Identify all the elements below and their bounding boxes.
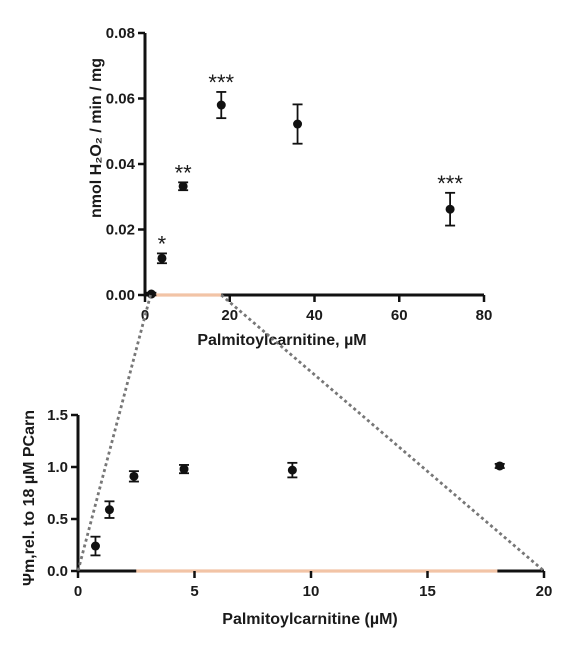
bottom-x-tick-label: 5 — [190, 583, 198, 600]
top-data-point — [445, 204, 455, 214]
top-chart: 0 20 40 60 800.000.020.040.060.08********* P… — [88, 25, 492, 349]
bottom-x-tick-label: 15 — [419, 583, 436, 600]
top-x-tick-label: 20 — [221, 307, 238, 324]
bottom-data-point — [179, 464, 189, 474]
top-significance-label: *** — [437, 171, 463, 196]
top-x-tick-label: 60 — [391, 307, 408, 324]
top-y-tick-label: 0.06 — [106, 91, 135, 108]
top-significance-label: *** — [208, 70, 234, 95]
bottom-y-tick-label: 0.5 — [47, 511, 68, 528]
bottom-data-point — [495, 461, 505, 471]
top-y-tick-label: 0.08 — [106, 25, 135, 42]
top-significance-label: ** — [175, 160, 193, 185]
bottom-x-axis-label: Palmitoylcarnitine (µM) — [222, 611, 397, 628]
bottom-y-tick-label: 1.5 — [47, 407, 68, 424]
top-x-tick-label: 0 — [141, 307, 149, 324]
bottom-data-point — [90, 541, 100, 551]
top-x-tick-label: 40 — [306, 307, 323, 324]
top-y-axis-label: nmol H₂O₂ / min / mg — [88, 58, 105, 218]
top-data-point — [157, 253, 167, 263]
bottom-data-point — [287, 465, 297, 475]
bottom-data-point — [129, 471, 139, 481]
bottom-data-point — [104, 505, 114, 515]
top-data-point — [216, 100, 226, 110]
top-data-point — [293, 119, 303, 129]
top-data-point — [178, 181, 188, 191]
bottom-x-tick-label: 0 — [74, 583, 82, 600]
zoom-line-left — [76, 294, 152, 572]
bottom-y-tick-label: 0.0 — [47, 563, 68, 580]
top-y-tick-label: 0.02 — [106, 222, 135, 239]
top-x-axis-label: Palmitoylcarnitine, µM — [197, 332, 366, 349]
bottom-x-tick-label: 10 — [303, 583, 320, 600]
bottom-y-axis-label: Ψm,rel. to 18 µM PCarn — [21, 410, 38, 586]
zoom-line-right — [220, 293, 545, 573]
bottom-chart: 0 5 10 15 20 0.0 0.5 1.0 1.5 Palmitoylcarnitine … — [21, 407, 552, 628]
bottom-x-tick-label: 20 — [536, 583, 553, 600]
bottom-chart-marks: 0 5 10 15 20 0.0 0.5 1.0 1.5 — [47, 407, 552, 600]
zoom-connector-lines — [76, 293, 545, 573]
top-significance-label: * — [158, 231, 167, 256]
top-y-tick-label: 0.00 — [106, 287, 135, 304]
top-y-tick-label: 0.04 — [106, 156, 136, 173]
top-x-tick-label: 80 — [476, 307, 493, 324]
top-chart-marks: 0 20 40 60 800.000.020.040.060.08********* — [106, 25, 493, 324]
bottom-y-tick-label: 1.0 — [47, 459, 68, 476]
